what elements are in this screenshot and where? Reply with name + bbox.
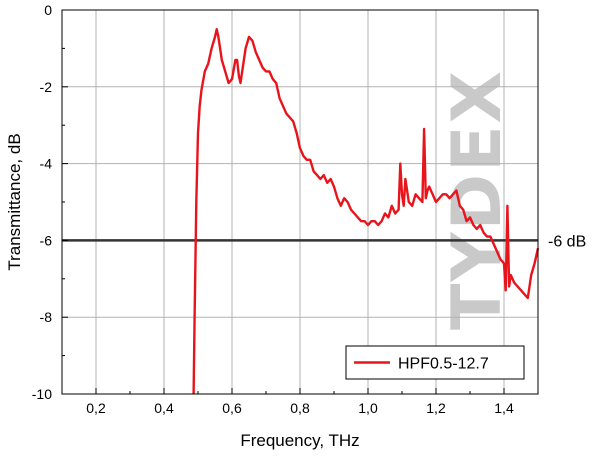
x-tick-label: 0,4: [154, 400, 174, 416]
y-tick-label: -4: [40, 156, 53, 172]
legend-label: HPF0.5-12.7: [398, 356, 489, 373]
legend: HPF0.5-12.7: [345, 345, 525, 380]
y-tick-labels: 0 -2 -4 -6 -8 -10: [32, 2, 52, 402]
x-tick-labels: 0,2 0,4 0,6 0,8 1,0 1,2 1,4: [86, 400, 514, 416]
x-tick-label: 0,8: [290, 400, 310, 416]
reference-line-label: -6 dB: [548, 233, 586, 250]
y-axis-title: Transmittance, dB: [5, 133, 24, 270]
x-axis-title: Frequency, THz: [240, 431, 359, 450]
y-tick-label: -10: [32, 386, 52, 402]
x-tick-label: 1,2: [426, 400, 446, 416]
x-tick-label: 1,0: [358, 400, 378, 416]
y-tick-label: 0: [44, 2, 52, 18]
x-tick-label: 1,4: [494, 400, 514, 416]
series-line: [192, 28, 540, 395]
y-tick-label: -6: [40, 232, 53, 248]
y-tick-label: -2: [40, 79, 53, 95]
x-tick-label: 0,2: [86, 400, 106, 416]
x-tick-label: 0,6: [222, 400, 242, 416]
y-tick-label: -8: [40, 309, 53, 325]
axis-ticks: [61, 9, 539, 395]
